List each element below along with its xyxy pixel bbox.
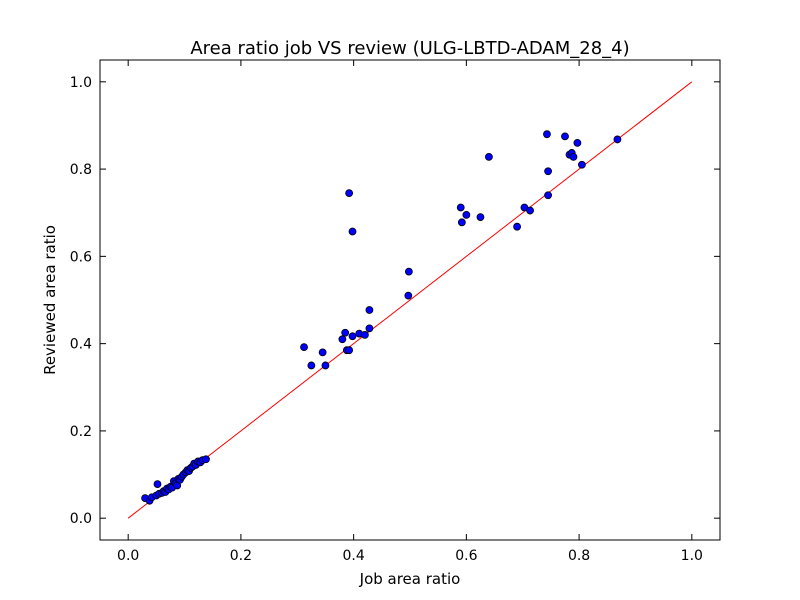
data-point bbox=[561, 132, 569, 141]
data-point bbox=[321, 361, 330, 370]
data-points bbox=[141, 130, 622, 505]
x-tick-label: 1.0 bbox=[681, 548, 703, 564]
plot-frame bbox=[99, 59, 721, 541]
plot-area bbox=[127, 81, 693, 519]
y-tick-label: 0.8 bbox=[70, 162, 92, 178]
data-point bbox=[462, 211, 471, 219]
data-point bbox=[456, 203, 465, 212]
data-point bbox=[202, 455, 210, 464]
data-point bbox=[476, 213, 485, 221]
data-point bbox=[404, 267, 413, 276]
data-point bbox=[573, 139, 582, 147]
y-tick-label: 0.6 bbox=[70, 249, 92, 265]
data-point bbox=[544, 191, 552, 200]
x-tick-label: 0.0 bbox=[117, 548, 139, 564]
data-point bbox=[341, 328, 350, 337]
data-point bbox=[365, 306, 374, 314]
data-point bbox=[153, 480, 162, 489]
x-tick-label: 0.4 bbox=[343, 548, 365, 564]
data-point bbox=[543, 130, 551, 139]
data-point bbox=[361, 331, 369, 339]
data-point bbox=[300, 343, 308, 352]
data-point bbox=[318, 348, 327, 357]
x-tick-label: 0.6 bbox=[455, 548, 477, 564]
data-point bbox=[345, 189, 354, 197]
axis-ticks: 0.0 0.2 0.4 0.6 0.8 1.0 0.0 0.2 0.4 0.6 0.8 1.0 bbox=[70, 60, 720, 564]
data-point bbox=[348, 227, 357, 236]
data-point bbox=[578, 160, 586, 169]
y-tick-label: 1.0 bbox=[70, 75, 92, 91]
x-tick-label: 0.8 bbox=[568, 548, 590, 564]
y-tick-label: 0.4 bbox=[70, 337, 92, 353]
data-point bbox=[544, 167, 552, 176]
data-point bbox=[338, 335, 347, 344]
data-point bbox=[457, 218, 466, 227]
data-point bbox=[485, 152, 493, 161]
y-tick-label: 0.0 bbox=[70, 511, 92, 527]
data-point bbox=[569, 152, 578, 161]
chart-title: Area ratio job VS review (ULG-LBTD-ADAM_… bbox=[190, 38, 629, 59]
data-point bbox=[307, 361, 316, 370]
x-axis-label: Job area ratio bbox=[359, 570, 461, 588]
data-point bbox=[365, 324, 374, 333]
data-point bbox=[513, 222, 521, 231]
reference-line bbox=[127, 81, 693, 519]
data-point bbox=[404, 291, 413, 300]
y-axis-label: Reviewed area ratio bbox=[41, 225, 59, 375]
y-tick-label: 0.2 bbox=[70, 424, 92, 440]
data-point bbox=[613, 135, 622, 144]
x-tick-label: 0.2 bbox=[230, 548, 252, 564]
data-point bbox=[526, 206, 534, 215]
data-point bbox=[348, 332, 357, 341]
data-point bbox=[345, 346, 354, 355]
